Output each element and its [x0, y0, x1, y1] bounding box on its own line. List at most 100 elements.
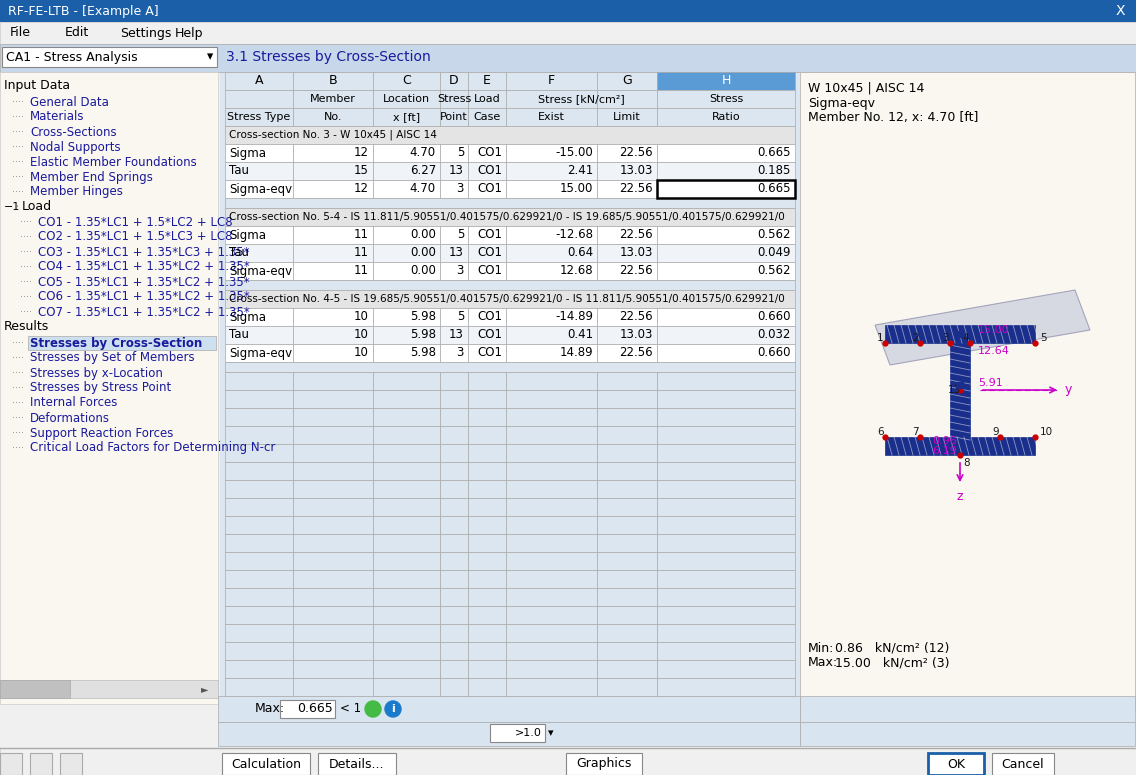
Bar — [657, 90, 795, 108]
Text: 13: 13 — [449, 164, 463, 177]
Text: CO1: CO1 — [477, 182, 502, 195]
Bar — [293, 678, 373, 696]
Bar — [373, 90, 440, 108]
Text: CO4 - 1.35*LC1 + 1.35*LC2 + 1.35*: CO4 - 1.35*LC1 + 1.35*LC2 + 1.35* — [37, 260, 250, 274]
Text: Stress: Stress — [709, 94, 743, 104]
Text: 22.56: 22.56 — [619, 229, 653, 242]
Bar — [506, 108, 598, 126]
Bar — [373, 426, 440, 444]
Bar — [657, 372, 795, 390]
Text: Tau: Tau — [229, 246, 249, 260]
Text: X: X — [1116, 4, 1125, 18]
Bar — [373, 480, 440, 498]
Bar — [657, 180, 795, 198]
Bar — [28, 336, 216, 350]
Text: CO5 - 1.35*LC1 + 1.35*LC2 + 1.35*: CO5 - 1.35*LC1 + 1.35*LC2 + 1.35* — [37, 275, 250, 288]
Bar — [468, 108, 506, 126]
Text: C: C — [402, 74, 411, 88]
Bar — [373, 144, 440, 162]
Text: 9: 9 — [992, 427, 999, 437]
Bar — [0, 22, 1136, 44]
Bar — [220, 72, 800, 710]
Bar — [506, 162, 598, 180]
Text: 0.562: 0.562 — [758, 229, 791, 242]
Bar — [657, 344, 795, 362]
Bar — [440, 180, 468, 198]
Bar — [598, 606, 657, 624]
Text: Stresses by x-Location: Stresses by x-Location — [30, 367, 162, 380]
Text: < 1: < 1 — [340, 702, 361, 715]
Text: Load: Load — [474, 94, 500, 104]
Text: 13.03: 13.03 — [619, 246, 653, 260]
Text: ····: ···· — [12, 172, 24, 182]
Bar — [506, 588, 598, 606]
Bar — [225, 390, 293, 408]
Text: Max:: Max: — [254, 702, 285, 715]
Bar — [657, 426, 795, 444]
Bar — [468, 588, 506, 606]
Text: 3.1 Stresses by Cross-Section: 3.1 Stresses by Cross-Section — [226, 50, 431, 64]
Bar — [598, 262, 657, 280]
Text: 2.41: 2.41 — [567, 164, 593, 177]
Text: Internal Forces: Internal Forces — [30, 397, 117, 409]
Text: Settings: Settings — [120, 26, 172, 40]
Bar — [468, 326, 506, 344]
Text: 22.56: 22.56 — [619, 264, 653, 277]
Bar — [373, 444, 440, 462]
Text: 0.96: 0.96 — [932, 436, 957, 446]
Text: ····: ···· — [12, 127, 24, 137]
Bar — [506, 552, 598, 570]
Text: ····: ···· — [12, 97, 24, 107]
Text: y: y — [1066, 384, 1072, 397]
Bar — [657, 72, 795, 90]
Text: 0.049: 0.049 — [758, 246, 791, 260]
Bar — [225, 280, 795, 290]
Bar — [373, 108, 440, 126]
Text: 10: 10 — [354, 329, 369, 342]
Bar — [598, 588, 657, 606]
Text: Stresses by Cross-Section: Stresses by Cross-Section — [30, 336, 202, 350]
Text: 0.032: 0.032 — [758, 329, 791, 342]
Bar — [468, 642, 506, 660]
Bar — [885, 325, 1035, 343]
Text: Location: Location — [383, 94, 431, 104]
Bar — [225, 208, 795, 226]
Bar — [468, 552, 506, 570]
Text: Member End Springs: Member End Springs — [30, 170, 153, 184]
Bar — [225, 408, 293, 426]
Text: 12: 12 — [354, 146, 369, 160]
Text: 7: 7 — [912, 427, 919, 437]
Bar — [0, 680, 218, 698]
Text: 4.70: 4.70 — [410, 182, 436, 195]
Bar — [225, 642, 293, 660]
Bar — [373, 462, 440, 480]
Bar — [225, 326, 293, 344]
Bar — [440, 588, 468, 606]
Text: CO1: CO1 — [477, 164, 502, 177]
Bar — [468, 498, 506, 516]
Text: Tau: Tau — [229, 329, 249, 342]
Bar — [800, 72, 1135, 710]
Bar — [657, 624, 795, 642]
Bar — [440, 326, 468, 344]
Bar — [440, 606, 468, 624]
Text: ····: ···· — [20, 277, 32, 287]
Bar — [468, 678, 506, 696]
Bar — [293, 390, 373, 408]
Bar — [506, 372, 598, 390]
Bar — [506, 344, 598, 362]
Text: ····: ···· — [12, 368, 24, 378]
Bar — [657, 570, 795, 588]
Bar — [373, 244, 440, 262]
Bar — [225, 444, 293, 462]
Text: 5: 5 — [1039, 333, 1046, 343]
Text: Deformations: Deformations — [30, 412, 110, 425]
Text: ····: ···· — [12, 383, 24, 393]
Bar — [468, 226, 506, 244]
Bar — [373, 72, 440, 90]
Bar — [657, 408, 795, 426]
Bar — [885, 437, 1035, 455]
Text: 15.00   kN/cm² (3): 15.00 kN/cm² (3) — [835, 656, 950, 670]
Text: Stresses by Set of Members: Stresses by Set of Members — [30, 352, 194, 364]
Bar — [800, 722, 1135, 746]
